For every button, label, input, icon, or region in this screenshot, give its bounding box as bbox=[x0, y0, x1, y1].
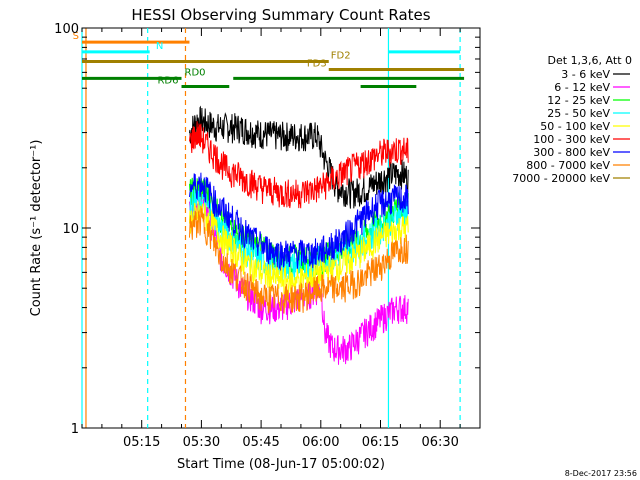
state-label-rd6: RD6 bbox=[157, 75, 178, 86]
x-tick-label: 05:45 bbox=[242, 435, 279, 450]
series-line bbox=[189, 105, 409, 209]
x-tick-label: 05:15 bbox=[123, 435, 160, 450]
legend-label: 3 - 6 keV bbox=[561, 68, 610, 81]
footer-timestamp: 8-Dec-2017 23:56 bbox=[565, 469, 637, 478]
legend-label: 25 - 50 keV bbox=[547, 107, 610, 120]
series-line bbox=[189, 121, 409, 209]
x-tick-label: 06:15 bbox=[362, 435, 399, 450]
plot-frame bbox=[81, 27, 481, 429]
legend-label: 6 - 12 keV bbox=[554, 81, 610, 94]
x-tick-label: 06:00 bbox=[302, 435, 339, 450]
legend-label: 50 - 100 keV bbox=[540, 120, 610, 133]
legend-label: 100 - 300 keV bbox=[533, 133, 610, 146]
x-tick-label: 06:30 bbox=[421, 435, 458, 450]
legend-label: 12 - 25 keV bbox=[547, 94, 610, 107]
plot-area: S N FD2 FD3 RD0 RD6 bbox=[73, 27, 481, 429]
y-axis: 1 10 100 bbox=[54, 22, 480, 437]
x-axis: 05:15 05:30 05:45 06:00 06:15 06:30 bbox=[81, 28, 481, 450]
y-tick-label: 1 bbox=[71, 422, 79, 437]
series-line bbox=[189, 172, 409, 272]
legend-label: 800 - 7000 keV bbox=[526, 159, 610, 172]
state-label-rd0: RD0 bbox=[185, 67, 206, 78]
state-label-s: S bbox=[73, 31, 79, 42]
chart-title: HESSI Observing Summary Count Rates bbox=[131, 6, 430, 24]
legend-label: 7000 - 20000 keV bbox=[512, 172, 610, 185]
y-tick-label: 100 bbox=[54, 22, 79, 37]
series-line bbox=[189, 206, 409, 314]
x-axis-label: Start Time (08-Jun-17 05:00:02) bbox=[177, 457, 385, 472]
y-tick-label: 10 bbox=[62, 222, 79, 237]
legend-title: Det 1,3,6, Att 0 bbox=[548, 54, 632, 67]
x-tick-label: 05:30 bbox=[183, 435, 220, 450]
legend-label: 300 - 800 keV bbox=[533, 146, 610, 159]
y-axis-label: Count Rate (s⁻¹ detector⁻¹) bbox=[29, 140, 44, 317]
series-line bbox=[189, 201, 409, 296]
state-label-fd2: FD2 bbox=[331, 50, 351, 61]
state-label-n: N bbox=[156, 41, 163, 52]
state-label-fd3: FD3 bbox=[307, 59, 327, 70]
